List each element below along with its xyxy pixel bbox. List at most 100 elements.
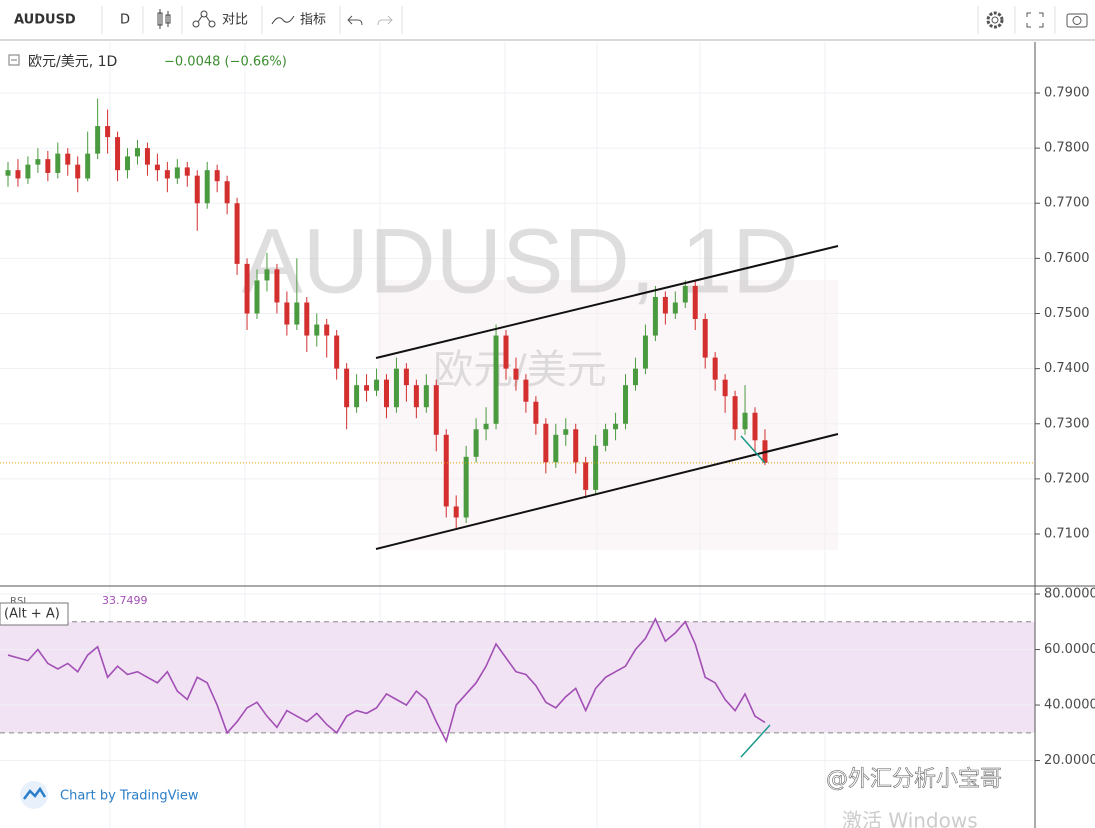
candle-body bbox=[214, 170, 220, 182]
tradingview-logo[interactable] bbox=[20, 781, 48, 809]
y-tick-label: 0.7800 bbox=[1044, 141, 1090, 156]
candle-body bbox=[553, 434, 559, 463]
y-tick-label: 0.7200 bbox=[1044, 471, 1090, 486]
y-tick-label: 80.0000 bbox=[1044, 586, 1095, 601]
trend-line[interactable] bbox=[740, 724, 771, 758]
settings-icon[interactable] bbox=[986, 11, 1004, 29]
candle-body bbox=[164, 170, 170, 179]
candle-body bbox=[413, 385, 419, 408]
candle-body bbox=[125, 156, 131, 171]
candle-body bbox=[603, 429, 609, 446]
y-tick-label: 0.7300 bbox=[1044, 416, 1090, 431]
candle-body bbox=[334, 335, 340, 369]
trend-line[interactable] bbox=[375, 245, 839, 359]
candle-body bbox=[264, 269, 270, 281]
candle-body bbox=[742, 412, 748, 430]
candle-body bbox=[154, 164, 160, 171]
candle-body bbox=[314, 324, 320, 336]
rsi-name: RSI bbox=[10, 596, 26, 607]
indicators[interactable]: 指标 bbox=[300, 13, 326, 28]
candle-body bbox=[304, 302, 310, 336]
candle-body bbox=[443, 434, 449, 507]
fullscreen-icon[interactable] bbox=[1026, 12, 1044, 28]
toolbar bbox=[0, 0, 1095, 40]
candle-body bbox=[244, 263, 250, 314]
candle-body bbox=[374, 379, 380, 391]
candle-body bbox=[174, 167, 180, 179]
indicator-icon[interactable] bbox=[271, 15, 295, 25]
rsi-value: 33.7499 bbox=[102, 594, 148, 607]
trend-line[interactable] bbox=[375, 433, 839, 550]
candle-body bbox=[473, 429, 479, 457]
candle-body bbox=[35, 159, 41, 165]
candle-body bbox=[593, 445, 599, 490]
candle-style-icon[interactable] bbox=[157, 9, 171, 29]
candle-body bbox=[712, 357, 718, 380]
watermark-sub: 欧元/美元 bbox=[433, 347, 606, 393]
candle-body bbox=[65, 153, 71, 165]
candle-body bbox=[194, 175, 200, 204]
candle-body bbox=[662, 296, 668, 314]
credit[interactable]: Chart by TradingView bbox=[60, 789, 199, 804]
marks-layer bbox=[0, 98, 1035, 744]
candle-body bbox=[284, 302, 290, 325]
candle-body bbox=[632, 368, 638, 386]
candle-body bbox=[393, 368, 399, 408]
candle-body bbox=[672, 302, 678, 314]
compare[interactable]: 对比 bbox=[222, 13, 248, 28]
snapshot-icon[interactable] bbox=[1066, 13, 1088, 28]
tooltip-text: (Alt + A) bbox=[4, 607, 60, 622]
candle-body bbox=[583, 462, 589, 490]
candle-body bbox=[115, 137, 121, 171]
candle-body bbox=[652, 296, 658, 336]
candle-body bbox=[95, 126, 101, 154]
candle-body bbox=[85, 153, 91, 179]
candle-body bbox=[354, 385, 360, 408]
candle-body bbox=[483, 423, 489, 430]
trend-line[interactable] bbox=[740, 435, 766, 464]
candle-body bbox=[234, 203, 240, 264]
candle-body bbox=[453, 506, 459, 518]
candle-body bbox=[5, 170, 11, 176]
interval[interactable]: D bbox=[120, 13, 130, 28]
y-tick-label: 0.7900 bbox=[1044, 85, 1090, 100]
candle-body bbox=[752, 412, 758, 441]
candle-body bbox=[364, 385, 370, 391]
candle-body bbox=[642, 335, 648, 369]
candle-body bbox=[692, 285, 698, 320]
candle-body bbox=[254, 280, 260, 314]
y-tick-label: 0.7100 bbox=[1044, 527, 1090, 542]
candle-body bbox=[403, 368, 409, 386]
grid-layer bbox=[0, 92, 1035, 762]
y-tick-label: 40.0000 bbox=[1044, 698, 1095, 713]
symbol[interactable]: AUDUSD bbox=[14, 13, 76, 28]
y-tick-label: 0.7400 bbox=[1044, 361, 1090, 376]
collapse-icon[interactable] bbox=[8, 54, 20, 66]
candle-body bbox=[573, 429, 579, 463]
candle-body bbox=[15, 170, 21, 179]
candle-body bbox=[563, 429, 569, 435]
weibo-watermark: @外汇分析小宝哥 bbox=[826, 767, 1002, 792]
candle-body bbox=[702, 319, 708, 358]
candle-body bbox=[383, 379, 389, 408]
candle-body bbox=[184, 167, 190, 176]
candle-body bbox=[463, 456, 469, 518]
y-tick-label: 0.7600 bbox=[1044, 251, 1090, 266]
candle-body bbox=[75, 164, 81, 179]
candle-body bbox=[45, 159, 51, 173]
compare-icon[interactable] bbox=[192, 10, 216, 28]
candle-body bbox=[294, 302, 300, 325]
candle-body bbox=[105, 126, 111, 138]
candle-body bbox=[543, 423, 549, 463]
redo-icon[interactable] bbox=[377, 15, 393, 26]
candle-body bbox=[682, 285, 688, 303]
candle-body bbox=[732, 396, 738, 430]
tooltip bbox=[0, 602, 69, 626]
candle-body bbox=[523, 379, 529, 402]
candle-body bbox=[533, 401, 539, 424]
undo-icon[interactable] bbox=[347, 15, 363, 26]
candle-body bbox=[623, 385, 629, 424]
y-tick-label: 60.0000 bbox=[1044, 642, 1095, 657]
candle-body bbox=[55, 153, 61, 173]
